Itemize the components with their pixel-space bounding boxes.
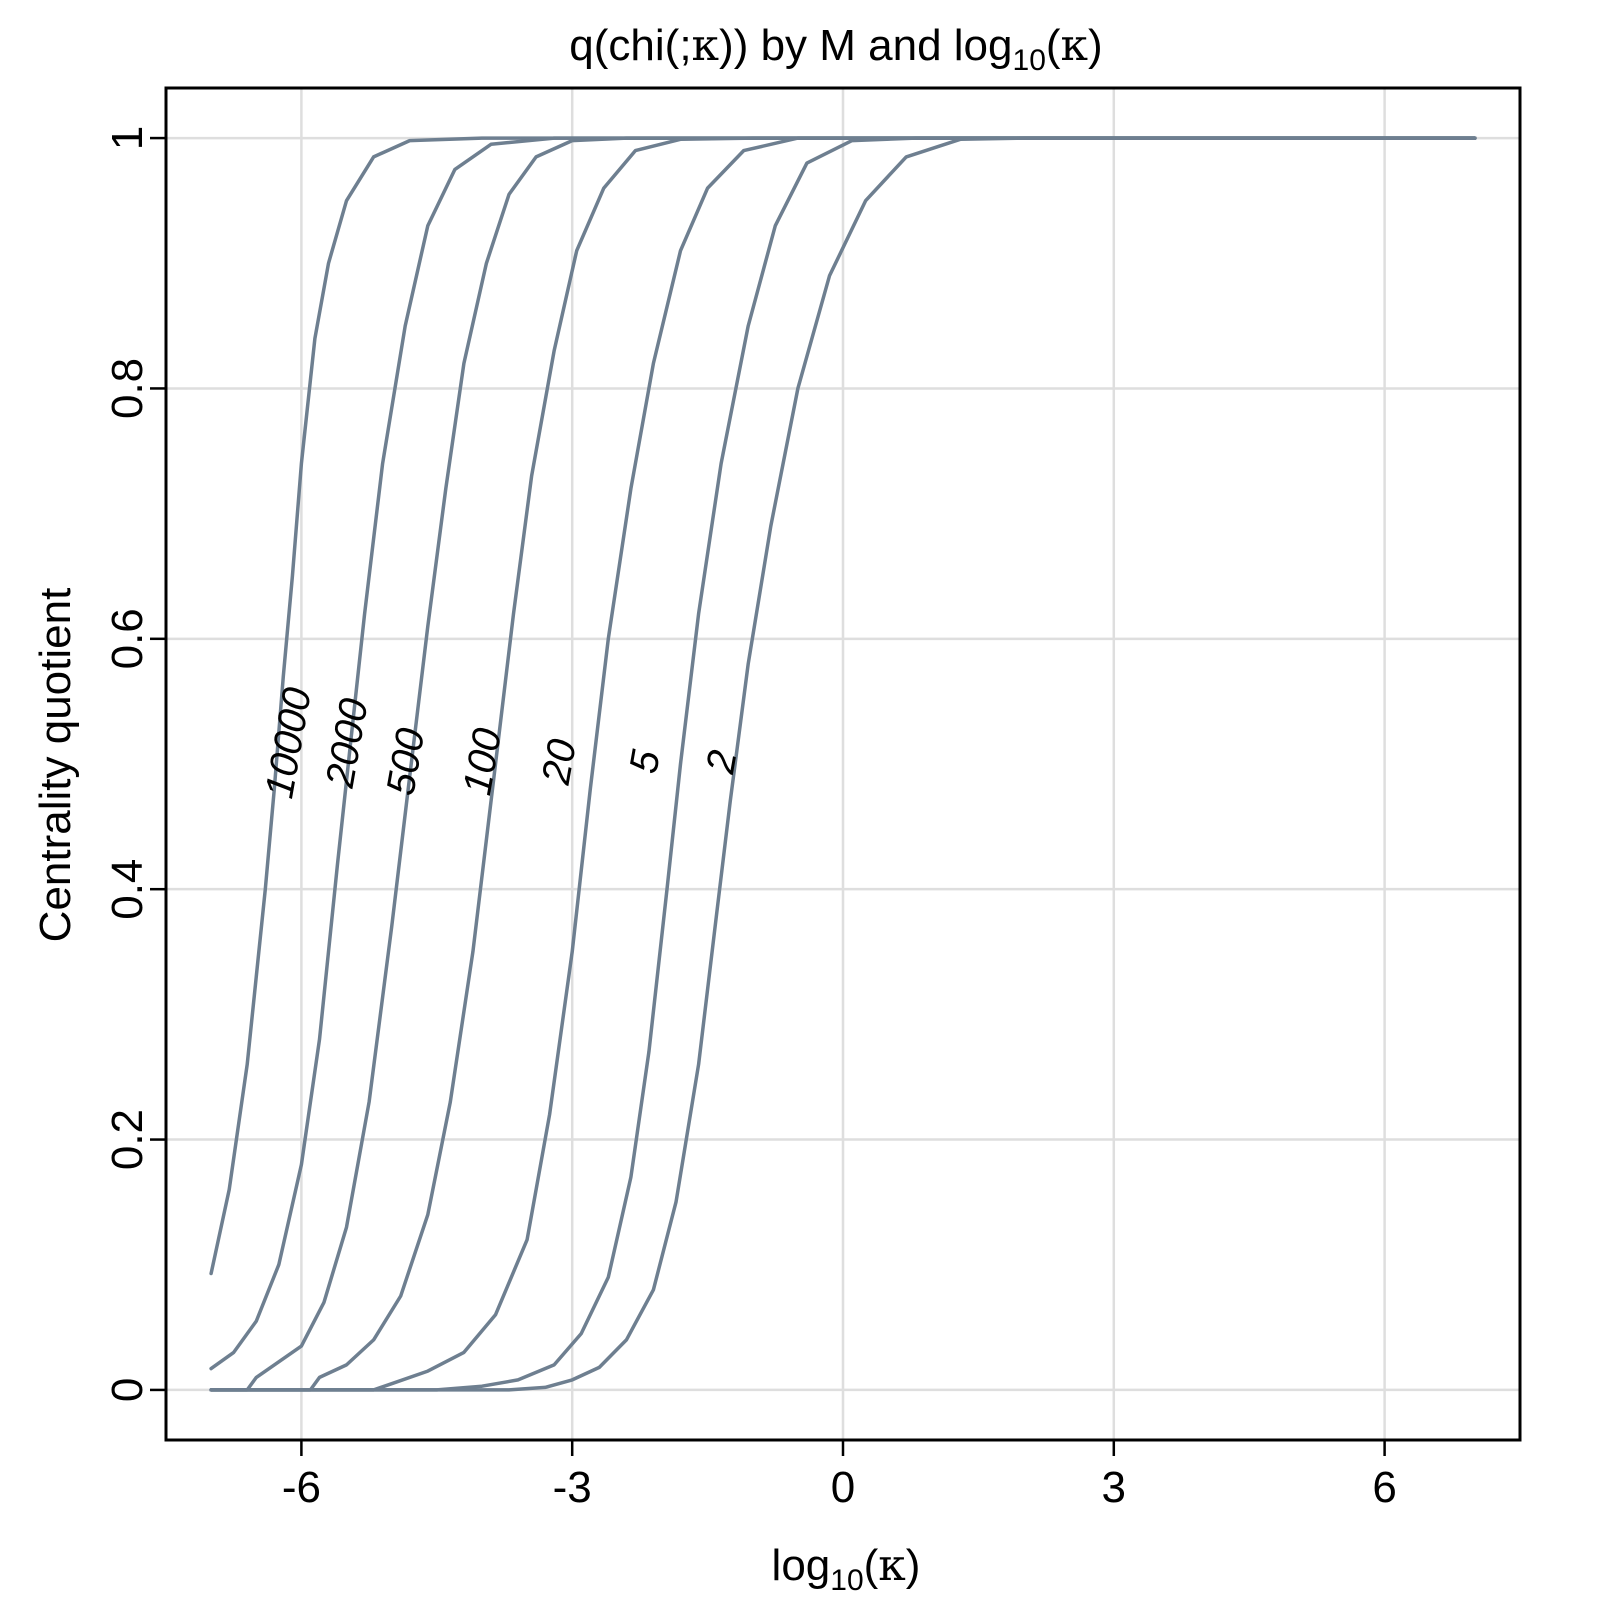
x-tick-label: -6 — [282, 1463, 321, 1512]
series-line-20 — [209, 136, 1477, 1392]
x-axis-label-paren-open: ( — [864, 1541, 879, 1590]
chart-title-kappa-2: κ — [1061, 20, 1089, 71]
chart-title: q(chi(;κ)) by M and log10(κ) — [569, 20, 1102, 77]
x-axis-label-subscript: 10 — [830, 1564, 863, 1597]
series-line-10000 — [209, 136, 1477, 1276]
series-lines — [209, 136, 1477, 1392]
y-tick-label: 0.4 — [103, 859, 152, 920]
chart-title-main: q(chi(; — [569, 21, 691, 70]
x-tick-label: 3 — [1102, 1463, 1126, 1512]
series-line-500 — [209, 136, 1477, 1392]
series-line-5 — [209, 136, 1477, 1392]
chart-title-paren-open: ( — [1046, 21, 1061, 70]
series-line-2 — [209, 136, 1477, 1392]
x-axis-label-main: log — [772, 1541, 831, 1590]
x-tick-label: -3 — [553, 1463, 592, 1512]
series-line-100 — [209, 136, 1477, 1392]
chart-title-end: ) — [1088, 21, 1103, 70]
x-axis-ticks: -6 -3 0 3 6 — [282, 1440, 1397, 1512]
y-axis-ticks: 0 0.2 0.4 0.6 0.8 1 — [103, 126, 166, 1402]
y-tick-label: 0.2 — [103, 1109, 152, 1170]
y-tick-label: 0.8 — [103, 358, 152, 419]
series-line-2000 — [209, 136, 1477, 1371]
x-axis-label: log10(κ) — [772, 1540, 921, 1597]
x-tick-label: 6 — [1372, 1463, 1396, 1512]
y-tick-label: 1 — [103, 126, 152, 150]
x-axis-label-kappa: κ — [878, 1540, 906, 1591]
chart-title-subscript: 10 — [1013, 44, 1046, 77]
series-label-20: 20 — [534, 736, 585, 788]
chart-title-mid: )) by M and log — [719, 21, 1012, 70]
x-tick-label: 0 — [831, 1463, 855, 1512]
x-axis-label-paren-close: ) — [906, 1541, 921, 1590]
y-tick-label: 0.6 — [103, 608, 152, 669]
y-tick-label: 0 — [103, 1378, 152, 1402]
y-axis-label: Centrality quotient — [31, 588, 80, 943]
chart-title-kappa: κ — [692, 20, 720, 71]
